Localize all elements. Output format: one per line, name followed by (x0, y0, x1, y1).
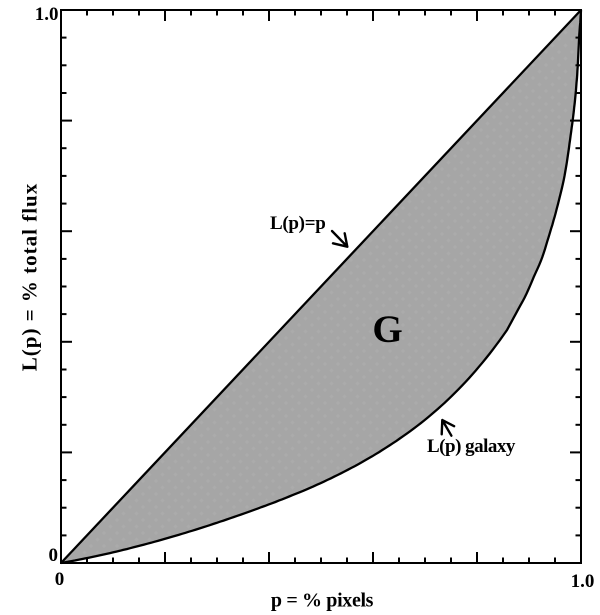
svg-text:L(p)=p: L(p)=p (270, 213, 326, 234)
svg-text:1.0: 1.0 (571, 571, 595, 592)
svg-text:0: 0 (49, 545, 59, 566)
svg-text:p = % pixels: p = % pixels (271, 589, 374, 611)
svg-text:G: G (372, 308, 402, 351)
svg-text:0: 0 (55, 569, 65, 590)
svg-text:1.0: 1.0 (35, 4, 59, 25)
svg-text:L(p) galaxy: L(p) galaxy (427, 436, 516, 457)
svg-text:L(p) = % total flux: L(p) = % total flux (17, 183, 41, 371)
